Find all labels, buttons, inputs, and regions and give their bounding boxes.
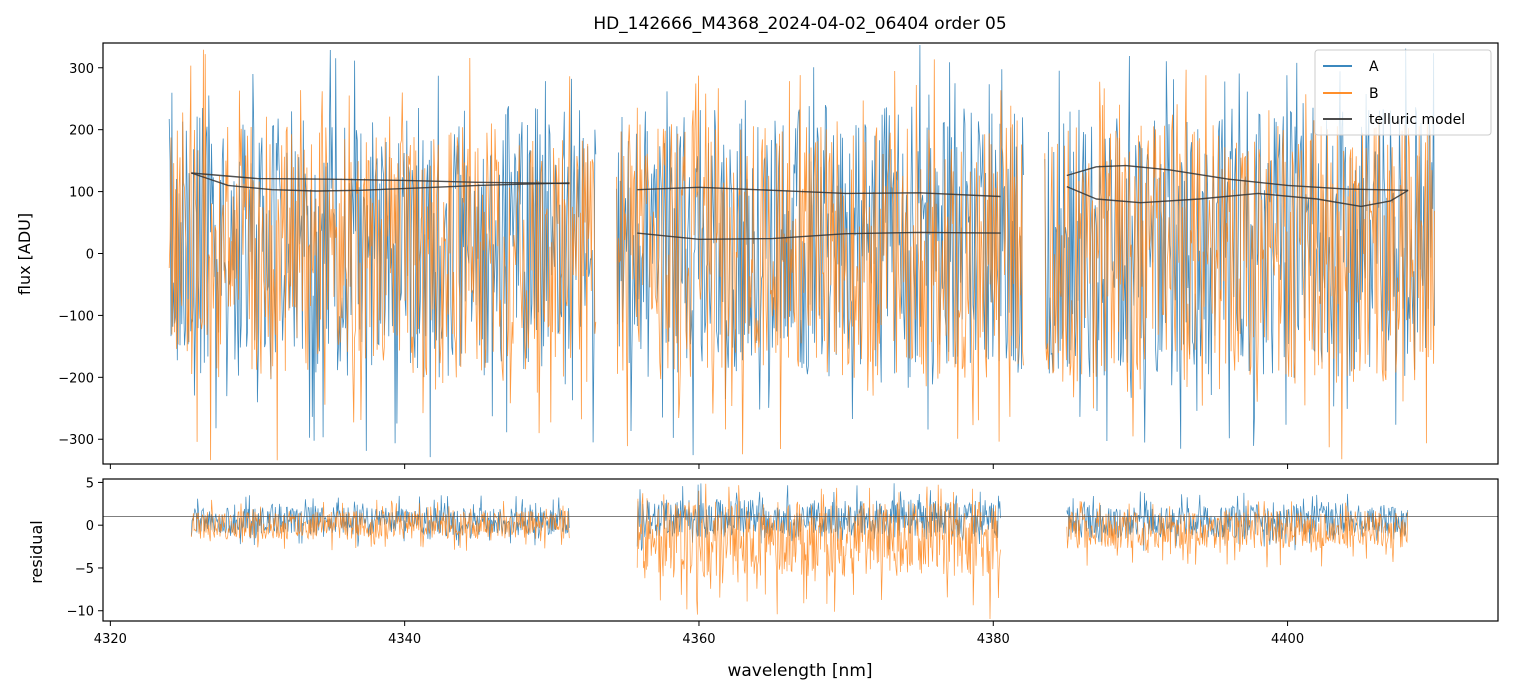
- main-ylabel: flux [ADU]: [15, 213, 34, 295]
- residual-axes-frame: [102, 478, 1499, 622]
- main-ytick-label: −300: [58, 433, 94, 448]
- xtick-label: 4340: [388, 632, 421, 647]
- xtick-label: 4360: [682, 632, 715, 647]
- residual-ylabel: residual: [27, 520, 46, 583]
- residual-a-segment-2: [636, 483, 1001, 551]
- main-axes-frame: [102, 42, 1499, 465]
- main-ytick-label: −100: [58, 309, 94, 324]
- xtick-label: 4400: [1271, 632, 1304, 647]
- main-axis-ticks: −300 −200 −100 0 100 200 300: [58, 62, 1289, 469]
- residual-ytick-label: 0: [86, 519, 94, 534]
- legend-label-telluric: telluric model: [1369, 112, 1465, 128]
- series-a-segment-1: [168, 49, 597, 458]
- series-a-segment-3: [1044, 48, 1435, 449]
- xtick-label: 4380: [977, 632, 1010, 647]
- telluric-model-curve-6: [1066, 185, 1409, 208]
- residual-ytick-label: −10: [67, 605, 94, 620]
- xlabel: wavelength [nm]: [727, 661, 872, 681]
- main-panel: −300 −200 −100 0 100 200 300: [58, 42, 1499, 469]
- residual-plot-area: [103, 483, 1498, 620]
- telluric-model-curve-5: [1066, 164, 1409, 191]
- telluric-model-curve-4: [637, 231, 1001, 240]
- main-ytick-label: 0: [86, 248, 94, 263]
- legend-frame: [1314, 49, 1492, 136]
- residual-panel: −10 −5 0 5 4320 4340 4360 4380 4400: [67, 476, 1499, 647]
- chart-title: HD_142666_M4368_2024-04-02_06404 order 0…: [593, 14, 1006, 34]
- residual-ytick-label: −5: [75, 562, 94, 577]
- main-ytick-label: −200: [58, 371, 94, 386]
- residual-axis-ticks: −10 −5 0 5 4320 4340 4360 4380 4400: [67, 476, 1305, 647]
- main-plot-area: [168, 44, 1435, 461]
- series-b-segment-2: [616, 59, 1024, 455]
- telluric-model-curve-1: [191, 172, 570, 192]
- main-ytick-label: 200: [69, 124, 94, 139]
- residual-b-segment-2: [636, 483, 1001, 620]
- xtick-label: 4320: [94, 632, 127, 647]
- main-ytick-label: 300: [69, 62, 94, 77]
- legend-label-b: B: [1369, 86, 1379, 102]
- telluric-model-curve-2: [191, 172, 570, 185]
- telluric-model-curve-3: [637, 186, 1001, 198]
- residual-ytick-label: 5: [86, 476, 94, 491]
- legend: A B telluric model: [1314, 49, 1492, 136]
- legend-label-a: A: [1369, 59, 1379, 75]
- series-b-segment-3: [1044, 69, 1435, 460]
- series-b-segment-1: [168, 49, 597, 461]
- residual-b-segment-3: [1066, 500, 1409, 568]
- main-ytick-label: 100: [69, 186, 94, 201]
